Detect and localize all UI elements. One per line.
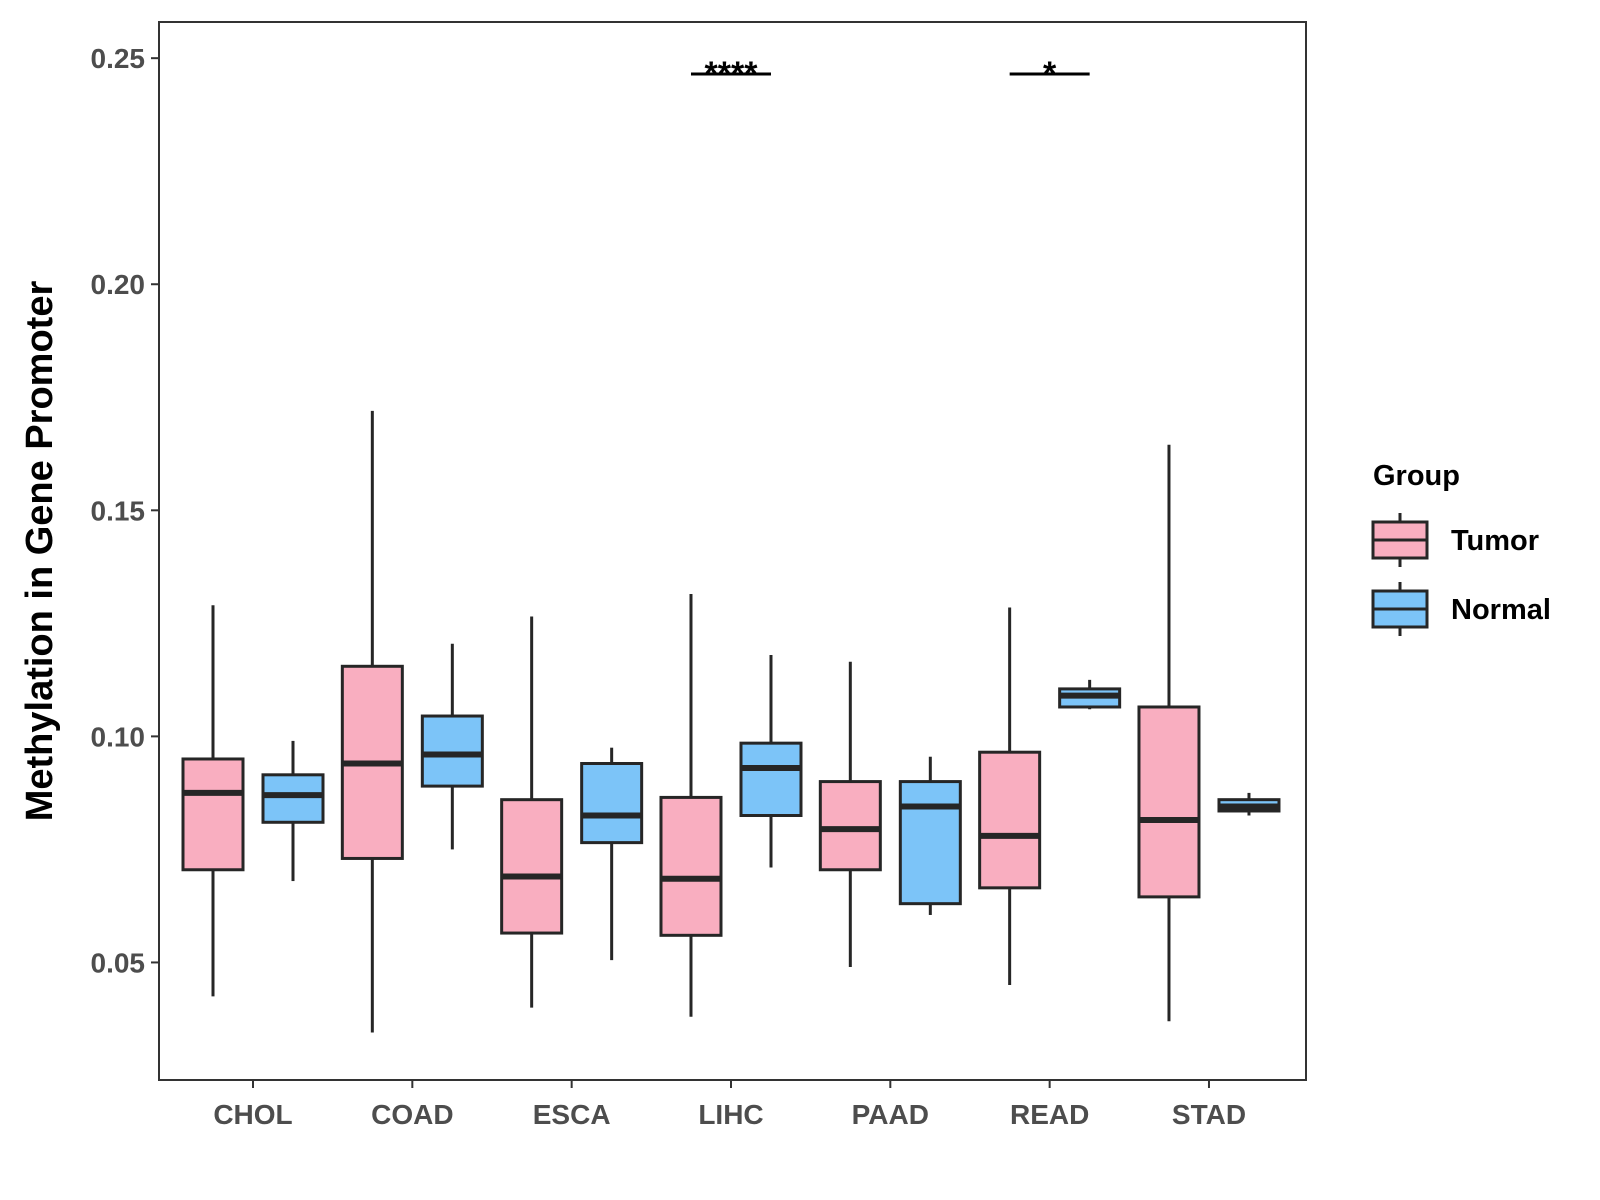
significance-label: *	[1043, 55, 1057, 93]
legend-label: Tumor	[1451, 525, 1539, 557]
box-tumor-paad	[818, 661, 882, 967]
box-body	[181, 757, 245, 872]
y-axis: 0.05 0.10 0.15 0.20 0.25	[91, 43, 159, 978]
box-tumor-read	[978, 607, 1042, 986]
box-body	[1137, 705, 1201, 899]
x-tick-label: PAAD	[852, 1099, 929, 1130]
y-axis-title: Methylation in Gene Promoter	[19, 281, 61, 822]
box-normal-paad	[898, 756, 962, 915]
box-body	[580, 762, 644, 845]
y-tick-label: 0.20	[91, 269, 146, 300]
legend-label: Normal	[1451, 594, 1551, 626]
box-tumor-stad	[1137, 444, 1201, 1022]
box-normal-esca	[580, 747, 644, 961]
legend: Group Tumor Normal	[1371, 460, 1551, 636]
significance-annotations: **** *	[690, 55, 1090, 93]
box-body	[500, 798, 564, 935]
x-tick-label: READ	[1010, 1099, 1089, 1130]
legend-title: Group	[1373, 460, 1460, 492]
x-tick-label: LIHC	[698, 1099, 763, 1130]
x-tick-label: STAD	[1172, 1099, 1246, 1130]
box-body	[978, 750, 1042, 890]
box-tumor-lihc	[659, 593, 723, 1017]
box-body	[739, 741, 803, 818]
box-body	[420, 714, 484, 788]
box-tumor-coad	[340, 410, 404, 1033]
box-body	[261, 773, 325, 824]
x-tick-label: CHOL	[213, 1099, 292, 1130]
box-normal-read	[1058, 679, 1122, 710]
box-body	[898, 780, 962, 906]
box-series	[181, 410, 1281, 1033]
significance-label: ****	[705, 55, 759, 93]
box-normal-coad	[420, 643, 484, 850]
legend-item-normal: Normal	[1371, 582, 1551, 636]
box-normal-chol	[261, 740, 325, 882]
box-tumor-chol	[181, 605, 245, 997]
box-normal-lihc	[739, 654, 803, 868]
box-body	[659, 795, 723, 937]
y-tick-label: 0.15	[91, 495, 146, 526]
x-tick-label: COAD	[371, 1099, 453, 1130]
box-body	[818, 780, 882, 872]
plot-panel	[158, 21, 1307, 1081]
legend-item-tumor: Tumor	[1371, 513, 1539, 567]
box-tumor-esca	[500, 616, 564, 1008]
y-tick-label: 0.25	[91, 43, 146, 74]
box-normal-stad	[1217, 792, 1281, 816]
y-tick-label: 0.05	[91, 947, 146, 978]
y-tick-label: 0.10	[91, 721, 146, 752]
x-tick-label: ESCA	[533, 1099, 611, 1130]
x-axis: CHOL COAD ESCA LIHC PAAD READ STAD	[213, 1080, 1246, 1130]
